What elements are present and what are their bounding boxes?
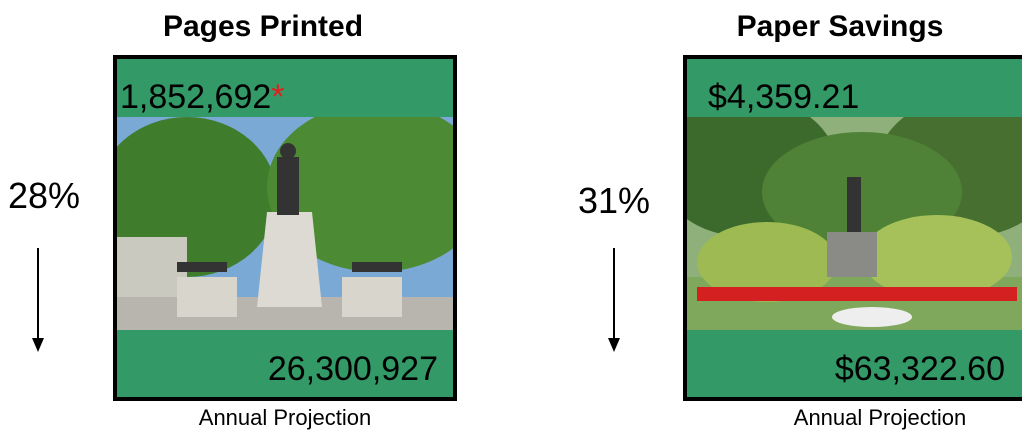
value-text: 1,852,692	[120, 78, 272, 116]
percent: 31%	[578, 180, 651, 221]
top-value: $4,359.21	[708, 78, 860, 116]
photo	[687, 117, 1022, 330]
asterisk: *	[271, 78, 285, 116]
panel-title: Paper Savings	[736, 10, 944, 43]
down-arrow	[608, 248, 620, 352]
bottom-value: $63,322.60	[834, 350, 1005, 388]
photo	[117, 117, 453, 330]
caption: Annual Projection	[198, 405, 372, 430]
down-arrow	[32, 248, 44, 352]
bottom-value: 26,300,927	[267, 350, 438, 388]
panel-title: Pages Printed	[162, 10, 364, 43]
top-value: 1,852,692*	[120, 78, 285, 117]
percent: 28%	[8, 175, 81, 216]
caption: Annual Projection	[793, 405, 967, 430]
